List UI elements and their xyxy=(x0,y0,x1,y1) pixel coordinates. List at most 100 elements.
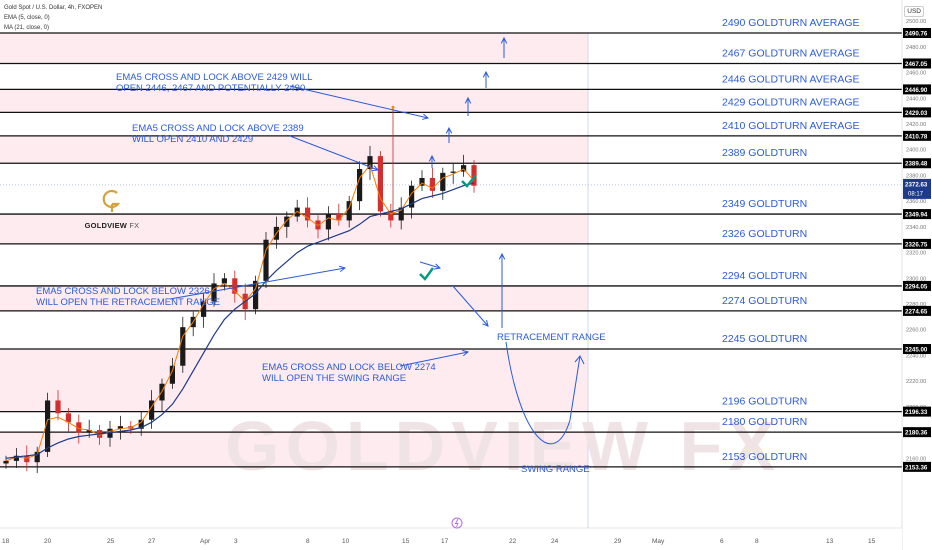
x-tick-label: 29 xyxy=(614,538,622,545)
price-tag xyxy=(903,238,931,249)
logo-text: GOLDVIEW FX xyxy=(82,221,142,230)
ema-legend[interactable]: EMA (5, close, 0) xyxy=(4,15,50,21)
price-tag xyxy=(903,84,931,95)
price-tag xyxy=(903,280,931,291)
down-arrow-small xyxy=(419,261,441,269)
y-tick-label: 2320.00 xyxy=(906,251,926,257)
logo-g-icon xyxy=(102,189,121,212)
price-tag xyxy=(903,209,931,220)
level-label: 2326 GOLDTURN xyxy=(722,228,807,240)
candle xyxy=(346,201,352,221)
candle xyxy=(232,278,238,294)
candle xyxy=(419,177,425,186)
x-tick-label: 6 xyxy=(720,538,724,545)
candle xyxy=(377,156,383,212)
y-tick-label: 2300.00 xyxy=(906,276,926,282)
y-tick-label: 2240.00 xyxy=(906,353,926,359)
candle xyxy=(450,171,456,173)
level-label: 2349 GOLDTURN xyxy=(722,198,807,210)
arrow-2326-annotation xyxy=(169,267,346,300)
level-label: 2446 GOLDTURN AVERAGE xyxy=(722,73,860,85)
arrow-2274-annotation xyxy=(399,351,469,367)
candle xyxy=(461,165,467,172)
candle xyxy=(149,400,155,420)
pink-zone-6 xyxy=(0,432,588,467)
candle xyxy=(221,278,227,284)
event-icon[interactable] xyxy=(451,517,463,529)
goldview-logo: GOLDVIEW FX xyxy=(82,188,142,230)
price-tag-text: 2490.76 xyxy=(905,31,928,38)
spike-marker xyxy=(391,105,395,109)
price-tag xyxy=(903,28,931,38)
annotation-text: EMA5 CROSS AND LOCK ABOVE 2389 xyxy=(132,123,304,134)
arrow-2429-annotation xyxy=(289,85,429,119)
pink-zone-1 xyxy=(0,89,588,113)
price-tag-text: 2446.90 xyxy=(905,87,928,94)
level-label: 2294 GOLDTURN xyxy=(722,270,807,282)
y-tick-label: 2500.00 xyxy=(906,19,926,25)
candle xyxy=(471,165,477,186)
pink-zone-4 xyxy=(0,285,588,311)
arrow-down-retracement-head xyxy=(482,320,489,327)
price-tag-text: 2429.03 xyxy=(905,110,928,117)
y-tick-label: 2380.00 xyxy=(906,173,926,179)
pink-zone-3 xyxy=(0,214,588,244)
currency-button[interactable]: USD xyxy=(904,6,924,17)
symbol-title: Gold Spot / U.S. Dollar, 4h, FXOPEN xyxy=(4,5,103,11)
candle xyxy=(388,211,394,221)
annotation-text: SWING RANGE xyxy=(521,464,590,475)
level-label: 2153 GOLDTURN xyxy=(722,451,807,463)
price-tag-text: 2153.36 xyxy=(905,464,928,471)
price-tag-text: 2245.00 xyxy=(905,347,928,354)
x-tick-label: 24 xyxy=(551,538,559,545)
x-tick-label: Apr xyxy=(200,538,211,545)
pink-zone-0 xyxy=(0,33,588,64)
level-label: 2245 GOLDTURN xyxy=(722,333,807,345)
candle xyxy=(315,220,321,230)
annotation-text: WILL OPEN 2410 AND 2429 xyxy=(132,134,253,145)
level-label: 2467 GOLDTURN AVERAGE xyxy=(722,47,860,59)
candle xyxy=(45,400,51,452)
y-tick-label: 2220.00 xyxy=(906,379,926,385)
price-tag xyxy=(903,158,931,169)
x-tick-label: 8 xyxy=(755,538,759,545)
price-tag xyxy=(903,427,931,438)
x-tick-label: 15 xyxy=(402,538,410,545)
candle xyxy=(86,430,92,433)
candle xyxy=(440,172,446,191)
price-tag xyxy=(903,344,931,355)
candle xyxy=(325,214,331,230)
price-tag-text: 2410.78 xyxy=(905,133,928,140)
y-tick-label: 2440.00 xyxy=(906,96,926,102)
price-tag-text: 2180.36 xyxy=(905,430,928,437)
ma-legend[interactable]: MA (21, close, 0) xyxy=(4,25,50,31)
pink-zone-2 xyxy=(0,135,588,164)
pink-zone-5 xyxy=(0,349,588,412)
candle xyxy=(13,455,19,461)
candle xyxy=(180,327,186,366)
candle xyxy=(34,451,40,463)
x-tick-label: 15 xyxy=(868,538,876,545)
candle xyxy=(55,400,61,414)
candle xyxy=(107,428,113,438)
up-arrow-2-head xyxy=(445,126,453,134)
x-tick-label: 13 xyxy=(826,538,834,545)
level-label: 2389 GOLDTURN xyxy=(722,147,807,159)
price-tag xyxy=(903,461,931,472)
candle xyxy=(211,283,217,302)
annotation-text: WILL OPEN THE SWING RANGE xyxy=(262,373,406,384)
current-price-text: 2372.63 xyxy=(905,181,928,188)
chart-legend: Gold Spot / U.S. Dollar, 4h, FXOPEN EMA … xyxy=(4,3,102,33)
x-tick-label: 22 xyxy=(509,538,517,545)
candle xyxy=(24,455,30,463)
annotation-text: OPEN 2446, 2467 AND POTENTIALLY 2490 xyxy=(116,83,305,94)
down-arrow-small-head xyxy=(434,263,442,270)
candle xyxy=(3,460,9,464)
annotation-text: RETRACEMENT RANGE xyxy=(497,332,606,343)
x-tick-label: 27 xyxy=(148,538,156,545)
y-tick-label: 2420.00 xyxy=(906,122,926,128)
level-label: 2196 GOLDTURN xyxy=(722,396,807,408)
candle xyxy=(138,419,144,429)
